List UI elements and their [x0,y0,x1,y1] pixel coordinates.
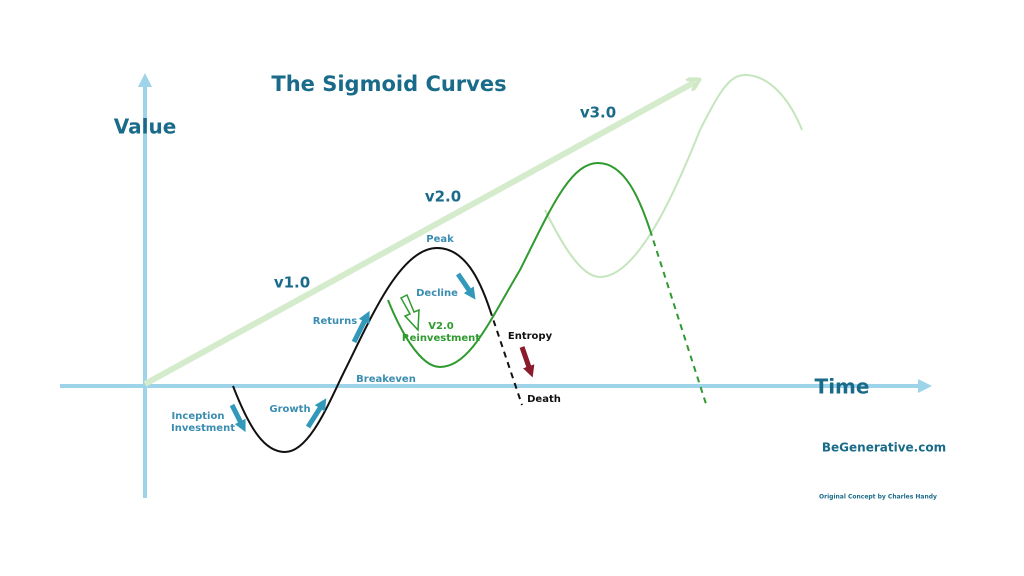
annotation: Death [527,394,561,405]
trend-arrow [143,82,695,387]
annotation: Peak [426,234,454,245]
x-axis-label: Time [815,375,870,399]
annotation: Entropy [508,331,553,342]
annotation: Inception [172,411,225,422]
y-axis-label: Value [114,115,177,139]
v2-curve [387,161,651,369]
title: The Sigmoid Curves [271,72,506,96]
annotation: Decline [416,288,458,299]
version-label: v2.0 [425,188,461,206]
returns-arrow [351,310,370,344]
site-link: BeGenerative.com [822,441,946,455]
decline-arrow [455,272,476,300]
v2-decline [649,229,708,408]
v1-decline [489,309,523,406]
reinvestment-arrow [399,293,420,332]
credit: Original Concept by Charles Handy [819,494,937,501]
growth-arrow [305,398,327,429]
v3-curve [544,73,803,279]
annotation: Breakeven [356,374,416,385]
inception-arrow [229,403,246,433]
version-label: v1.0 [274,274,310,292]
annotation: Returns [313,316,357,327]
version-label: v3.0 [580,104,616,122]
annotation: Reinvestment [402,333,480,344]
annotation: Investment [171,423,235,434]
annotation: V2.0 [428,321,453,332]
entropy-arrow [519,346,535,378]
annotation: Growth [269,404,310,415]
v1-curve [232,246,491,454]
